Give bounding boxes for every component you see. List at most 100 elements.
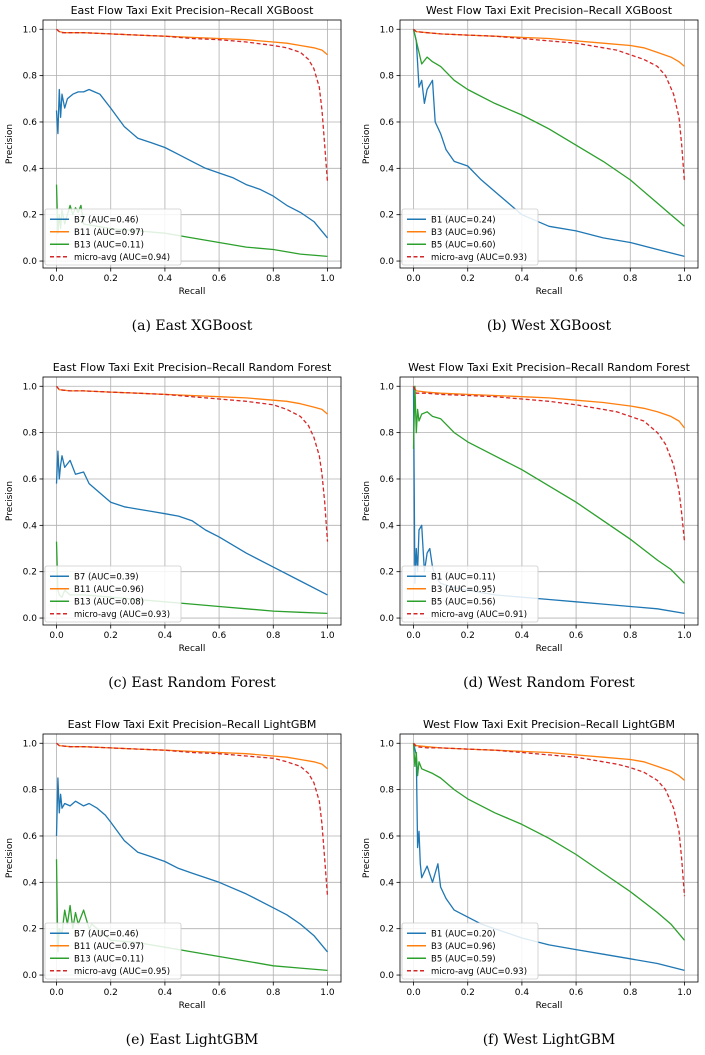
x-tick-label: 0.6 <box>569 631 584 641</box>
legend: B7 (AUC=0.46) B11 (AUC=0.97) B13 (AUC=0.11… <box>44 922 182 980</box>
legend-entry: micro-avg (AUC=0.93) <box>431 253 527 263</box>
y-tick-label: 0.4 <box>23 878 38 888</box>
series-line-3 <box>413 28 686 183</box>
legend-entry: B7 (AUC=0.46) <box>74 215 139 225</box>
x-tick-label: 0.4 <box>158 631 173 641</box>
x-tick-label: 0.4 <box>515 631 530 641</box>
series-line-1 <box>55 385 328 415</box>
legend-box <box>401 208 539 266</box>
x-axis-label: Recall <box>536 1001 563 1011</box>
x-tick-label: 0.4 <box>158 988 173 998</box>
chart-title: West Flow Taxi Exit Precision–Recall Lig… <box>423 718 675 731</box>
y-tick-label: 0.8 <box>380 72 395 82</box>
subfigure-caption: (a) East XGBoost <box>132 318 253 334</box>
y-tick-label: 1.0 <box>380 382 395 392</box>
x-tick-label: 0.6 <box>569 988 584 998</box>
y-tick-label: 0.0 <box>23 614 38 624</box>
subfigure-caption: (f) West LightGBM <box>483 1032 616 1048</box>
legend-entry: B3 (AUC=0.95) <box>431 585 496 595</box>
panel-5: West Flow Taxi Exit Precision–Recall Lig… <box>362 718 699 1048</box>
series-line-3 <box>56 742 329 897</box>
subfigure-caption: (e) East LightGBM <box>126 1032 259 1048</box>
series-line-3 <box>56 28 329 183</box>
x-tick-label: 0.0 <box>406 631 421 641</box>
legend-entry: B11 (AUC=0.96) <box>74 585 144 595</box>
legend-entry: B3 (AUC=0.96) <box>431 942 496 952</box>
legend: B7 (AUC=0.39) B11 (AUC=0.96) B13 (AUC=0.08… <box>44 565 182 623</box>
x-axis-label: Recall <box>536 287 563 297</box>
legend-entry: B13 (AUC=0.11) <box>74 240 144 250</box>
x-tick-label: 0.2 <box>461 274 475 284</box>
legend-entry: B7 (AUC=0.39) <box>74 572 139 582</box>
y-axis-label: Precision <box>5 124 15 164</box>
y-tick-label: 0.6 <box>23 475 38 485</box>
panel-2: East Flow Taxi Exit Precision–Recall Ran… <box>5 361 342 691</box>
panel-3: West Flow Taxi Exit Precision–Recall Ran… <box>362 361 699 691</box>
x-tick-label: 0.8 <box>266 988 281 998</box>
legend-entry: B1 (AUC=0.11) <box>431 572 496 582</box>
series-line-1 <box>412 385 686 429</box>
y-axis-label: Precision <box>362 124 372 164</box>
legend-entry: B1 (AUC=0.24) <box>431 215 496 225</box>
legend-box <box>44 208 182 266</box>
y-tick-label: 0.4 <box>380 878 395 888</box>
x-tick-label: 0.2 <box>104 631 118 641</box>
legend-entry: B13 (AUC=0.08) <box>74 597 144 607</box>
x-tick-label: 1.0 <box>320 274 335 284</box>
y-tick-label: 0.6 <box>380 118 395 128</box>
legend-entry: micro-avg (AUC=0.93) <box>431 967 527 977</box>
y-tick-label: 1.0 <box>23 25 38 35</box>
x-tick-label: 1.0 <box>677 631 692 641</box>
plot-frame <box>399 19 699 269</box>
series-line-2 <box>412 743 685 941</box>
x-axis-label: Recall <box>179 644 206 654</box>
chart-title: East Flow Taxi Exit Precision–Recall Ran… <box>53 361 332 374</box>
y-tick-label: 0.8 <box>23 429 38 439</box>
series-line-2 <box>55 859 328 972</box>
x-tick-label: 1.0 <box>677 274 692 284</box>
legend-box <box>44 565 182 623</box>
y-tick-label: 0.8 <box>23 72 38 82</box>
x-tick-label: 0.0 <box>49 988 64 998</box>
legend-entry: B3 (AUC=0.96) <box>431 228 496 238</box>
y-tick-label: 0.2 <box>380 211 394 221</box>
x-tick-label: 0.6 <box>212 988 227 998</box>
subfigure-caption: (d) West Random Forest <box>463 675 635 691</box>
y-tick-label: 0.0 <box>380 614 395 624</box>
x-tick-label: 0.6 <box>212 274 227 284</box>
x-axis-label: Recall <box>179 287 206 297</box>
x-tick-label: 1.0 <box>320 631 335 641</box>
x-tick-label: 0.8 <box>266 274 281 284</box>
legend-entry: B13 (AUC=0.11) <box>74 954 144 964</box>
x-tick-label: 0.8 <box>623 631 638 641</box>
legend: B1 (AUC=0.20) B3 (AUC=0.96) B5 (AUC=0.59) m… <box>401 922 539 980</box>
plot-frame <box>399 733 699 983</box>
x-axis-label: Recall <box>536 644 563 654</box>
y-tick-label: 1.0 <box>23 382 38 392</box>
y-tick-label: 0.8 <box>380 429 395 439</box>
y-tick-label: 0.6 <box>380 475 395 485</box>
y-axis-label: Precision <box>362 481 372 521</box>
y-tick-label: 0.0 <box>23 257 38 267</box>
chart-title: East Flow Taxi Exit Precision–Recall Lig… <box>68 718 317 731</box>
legend-entry: micro-avg (AUC=0.91) <box>431 610 527 620</box>
legend-box <box>401 922 539 980</box>
x-axis-label: Recall <box>179 1001 206 1011</box>
plot-frame <box>42 19 342 269</box>
y-axis-label: Precision <box>362 838 372 878</box>
x-tick-label: 0.8 <box>623 274 638 284</box>
x-tick-label: 0.8 <box>266 631 281 641</box>
series-line-1 <box>56 28 328 56</box>
legend-box <box>44 922 182 980</box>
legend-entry: B5 (AUC=0.56) <box>431 597 496 607</box>
legend-entry: B5 (AUC=0.60) <box>431 240 496 250</box>
legend-entry: micro-avg (AUC=0.93) <box>74 610 170 620</box>
y-axis-label: Precision <box>5 481 15 521</box>
chart-title: West Flow Taxi Exit Precision–Recall XGB… <box>426 4 673 17</box>
y-axis-label: Precision <box>5 838 15 878</box>
panel-4: East Flow Taxi Exit Precision–Recall Lig… <box>5 718 342 1048</box>
legend-entry: micro-avg (AUC=0.94) <box>74 253 170 263</box>
y-tick-label: 0.4 <box>23 164 38 174</box>
legend: B1 (AUC=0.11) B3 (AUC=0.95) B5 (AUC=0.56) m… <box>401 565 539 623</box>
x-tick-label: 0.4 <box>158 274 173 284</box>
